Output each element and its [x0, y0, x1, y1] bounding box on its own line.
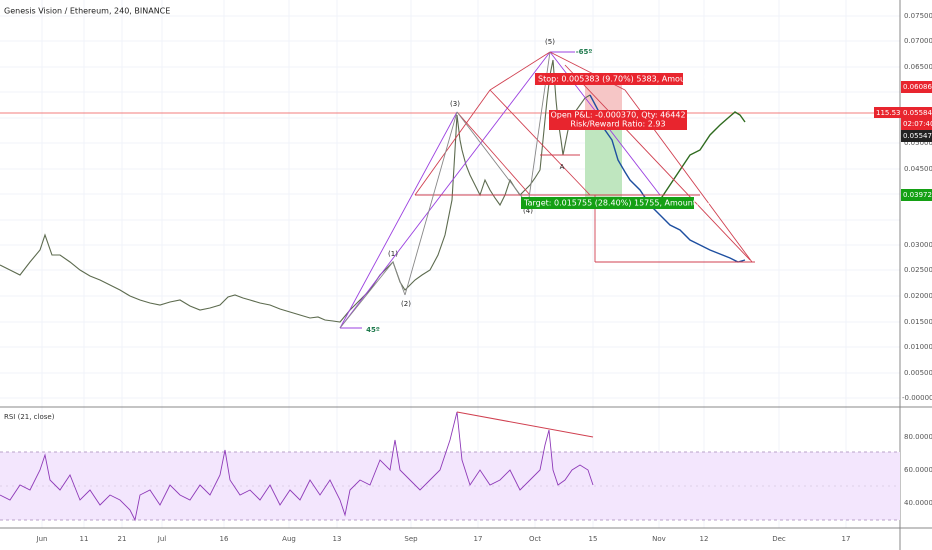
date-label: Aug [282, 535, 296, 543]
price-tag-text: 0.055847 [903, 109, 932, 117]
wave-label: (3) [450, 100, 460, 108]
rsi-divergence [456, 411, 594, 438]
date-label: 17 [474, 535, 483, 543]
rsi-line [0, 411, 594, 522]
target-text: Target: 0.015755 (28.40%) 15755, Amount:… [523, 199, 734, 208]
wave-label: (2) [401, 300, 411, 308]
date-label: 12 [700, 535, 709, 543]
wave-label: (5) [545, 38, 555, 46]
grid [0, 0, 900, 528]
time-axis: Jun 11 21 Jul 16 Aug 13 Sep 17 Oct 15 No… [36, 535, 851, 543]
date-label: 16 [220, 535, 229, 543]
rsi-axis: 80.0000 60.0000 40.0000 [904, 433, 932, 507]
date-label: 15 [589, 535, 598, 543]
wave-label: A [560, 163, 565, 171]
price-line [0, 59, 591, 323]
price-tag [901, 107, 932, 131]
stop-text: Stop: 0.005383 (9.70%) 5383, Amount: 750 [538, 75, 714, 84]
symbol-title: Genesis Vision / Ethereum, 240, BINANCE [4, 7, 170, 16]
price-tag [901, 81, 932, 93]
price-label: 0.005000 [904, 369, 932, 377]
date-label: 21 [118, 535, 127, 543]
date-label: 17 [842, 535, 851, 543]
rsi-title: RSI (21, close) [4, 413, 55, 421]
date-label: Dec [772, 535, 786, 543]
projection-blue [589, 94, 746, 263]
pnl-text: Open P&L: -0.000370, Qty: 46442 [550, 111, 685, 120]
percent-tag-text: 115.53% [876, 109, 907, 117]
rsi-label: 60.0000 [904, 466, 932, 474]
ratio-text: Risk/Reward Ratio: 2.93 [570, 120, 665, 129]
angle-label: -65º [576, 48, 593, 56]
date-label: Jun [36, 535, 48, 543]
date-label: Nov [652, 535, 666, 543]
price-tag-text: 0.039722 [903, 191, 932, 199]
wave-label: (1) [388, 250, 398, 258]
date-label: Oct [529, 535, 541, 543]
rsi-label: 40.0000 [904, 499, 932, 507]
date-label: Jul [157, 535, 167, 543]
date-label: 11 [80, 535, 89, 543]
date-label: 13 [333, 535, 342, 543]
rsi-label: 80.0000 [904, 433, 932, 441]
date-label: Sep [404, 535, 418, 543]
projection-green [659, 111, 746, 201]
target-box [521, 197, 694, 209]
percent-tag [874, 107, 901, 118]
pnl-box [549, 110, 687, 130]
price-tag-text: 0.055477 [903, 132, 932, 140]
price-tag [901, 189, 932, 201]
price-tag-text: 0.060860 [903, 83, 932, 91]
countdown-text: 02:07:40 [903, 120, 932, 128]
angle-label: 45º [366, 326, 380, 334]
stop-box [535, 73, 683, 85]
price-tag [901, 130, 932, 142]
wave-label: (4) [523, 207, 533, 215]
